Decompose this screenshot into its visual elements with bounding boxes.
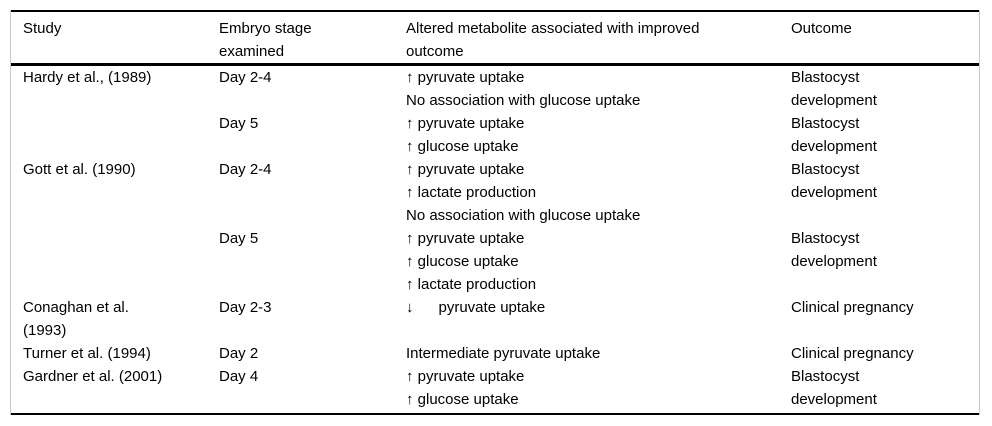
stage-line: Day 2: [219, 345, 259, 362]
stage-line: Day 2-4: [219, 161, 272, 178]
metabolite-line: No association with glucose uptake: [406, 207, 641, 224]
study-cell: Hardy et al., (1989): [11, 65, 219, 113]
metabolite-cell: ↓ pyruvate uptake: [406, 296, 791, 342]
outcome-cell: Clinical pregnancy: [791, 342, 979, 365]
metabolite-line: ↑ pyruvate uptake: [406, 161, 525, 178]
stage-cell: Day 5: [219, 112, 406, 158]
outcome-cell: Blastocyst development: [791, 158, 979, 227]
table-row: Turner et al. (1994) Day 2 Intermediate py…: [11, 342, 979, 365]
metabolite-line: ↑ lactate production: [406, 276, 537, 293]
study-line: Turner et al. (1994): [23, 345, 151, 362]
outcome-cell: Blastocyst development: [791, 65, 979, 113]
metabolite-line: ↑ pyruvate uptake: [406, 230, 525, 247]
metabolite-cell: ↑ pyruvate uptake ↑ glucose uptake ↑ lacta…: [406, 227, 791, 296]
stage-cell: Day 2-3: [219, 296, 406, 342]
stage-line: Day 2-3: [219, 299, 272, 316]
metabolite-line: ↑ pyruvate uptake: [406, 368, 525, 385]
col-header-outcome: Outcome: [791, 11, 979, 66]
metabolite-line: ↑ pyruvate uptake: [406, 115, 525, 132]
outcome-line: Clinical pregnancy: [791, 299, 914, 316]
study-line: Gott et al. (1990): [23, 161, 136, 178]
study-table: Study Embryo stage examined Altered meta…: [11, 10, 979, 415]
metabolite-cell: ↑ pyruvate uptake ↑ lactate production No …: [406, 158, 791, 227]
outcome-line: development: [791, 92, 877, 109]
header-row: Study Embryo stage examined Altered meta…: [11, 11, 979, 66]
metabolite-line: No association with glucose uptake: [406, 92, 641, 109]
metabolite-line: ↓ pyruvate uptake: [406, 299, 546, 316]
metabolite-cell: ↑ pyruvate uptake ↑ glucose uptake: [406, 365, 791, 414]
outcome-line: development: [791, 138, 877, 155]
stage-line: Day 5: [219, 115, 259, 132]
col-header-metabolite-label: Altered metabolite associated with impro…: [406, 20, 700, 37]
table-row: Day 5 ↑ pyruvate uptake ↑ glucose uptake Bl…: [11, 112, 979, 158]
study-cell: [11, 112, 219, 158]
outcome-line: Blastocyst: [791, 69, 860, 86]
study-line: (1993): [23, 322, 67, 339]
outcome-cell: Blastocyst development: [791, 227, 979, 296]
metabolite-line: ↑ glucose uptake: [406, 138, 519, 155]
table-body: Hardy et al., (1989) Day 2-4 ↑ pyruvate up…: [11, 65, 979, 415]
metabolite-cell: ↑ pyruvate uptake No association with glu…: [406, 65, 791, 113]
metabolite-line: ↑ glucose uptake: [406, 391, 519, 408]
outcome-line: Clinical pregnancy: [791, 345, 914, 362]
study-cell: Gott et al. (1990): [11, 158, 219, 227]
outcome-line: Blastocyst: [791, 115, 860, 132]
metabolite-cell: Intermediate pyruvate uptake: [406, 342, 791, 365]
metabolite-table: Study Embryo stage examined Altered meta…: [10, 10, 980, 415]
outcome-line: development: [791, 253, 877, 270]
table-row: Day 5 ↑ pyruvate uptake ↑ glucose uptake ↑ …: [11, 227, 979, 296]
col-header-study: Study: [11, 11, 219, 66]
stage-line: Day 5: [219, 230, 259, 247]
outcome-line: Blastocyst: [791, 230, 860, 247]
outcome-cell: Clinical pregnancy: [791, 296, 979, 342]
metabolite-line: ↑ glucose uptake: [406, 253, 519, 270]
metabolite-line: ↑ lactate production: [406, 184, 537, 201]
stage-line: Day 4: [219, 368, 259, 385]
stage-cell: Day 2-4: [219, 158, 406, 227]
study-cell: Turner et al. (1994): [11, 342, 219, 365]
col-header-study-label: Study: [23, 20, 62, 37]
col-header-outcome-label: Outcome: [791, 20, 852, 37]
outcome-cell: Blastocyst development: [791, 365, 979, 414]
stage-cell: Day 5: [219, 227, 406, 296]
col-header-stage-label: Embryo stage: [219, 20, 312, 37]
study-cell: [11, 227, 219, 296]
study-line: Hardy et al., (1989): [23, 69, 152, 86]
study-line: Gardner et al. (2001): [23, 368, 163, 385]
outcome-line: Blastocyst: [791, 368, 860, 385]
stage-line: Day 2-4: [219, 69, 272, 86]
metabolite-line: ↑ pyruvate uptake: [406, 69, 525, 86]
table-row: Hardy et al., (1989) Day 2-4 ↑ pyruvate up…: [11, 65, 979, 113]
outcome-line: Blastocyst: [791, 161, 860, 178]
table-row: Gott et al. (1990) Day 2-4 ↑ pyruvate upta…: [11, 158, 979, 227]
metabolite-line: Intermediate pyruvate uptake: [406, 345, 601, 362]
metabolite-cell: ↑ pyruvate uptake ↑ glucose uptake: [406, 112, 791, 158]
stage-cell: Day 4: [219, 365, 406, 414]
outcome-line: development: [791, 391, 877, 408]
col-header-stage: Embryo stage examined: [219, 11, 406, 66]
col-header-metabolite: Altered metabolite associated with impro…: [406, 11, 791, 66]
stage-cell: Day 2: [219, 342, 406, 365]
table-row: Gardner et al. (2001) Day 4 ↑ pyruvate upt…: [11, 365, 979, 414]
table-row: Conaghan et al. (1993) Day 2-3 ↓ pyruvate u…: [11, 296, 979, 342]
study-cell: Conaghan et al. (1993): [11, 296, 219, 342]
table-header: Study Embryo stage examined Altered meta…: [11, 11, 979, 66]
stage-cell: Day 2-4: [219, 65, 406, 113]
col-header-stage-label: examined: [219, 43, 285, 60]
outcome-line: development: [791, 184, 877, 201]
study-line: Conaghan et al.: [23, 299, 129, 316]
col-header-metabolite-label: outcome: [406, 43, 464, 60]
study-cell: Gardner et al. (2001): [11, 365, 219, 414]
outcome-cell: Blastocyst development: [791, 112, 979, 158]
